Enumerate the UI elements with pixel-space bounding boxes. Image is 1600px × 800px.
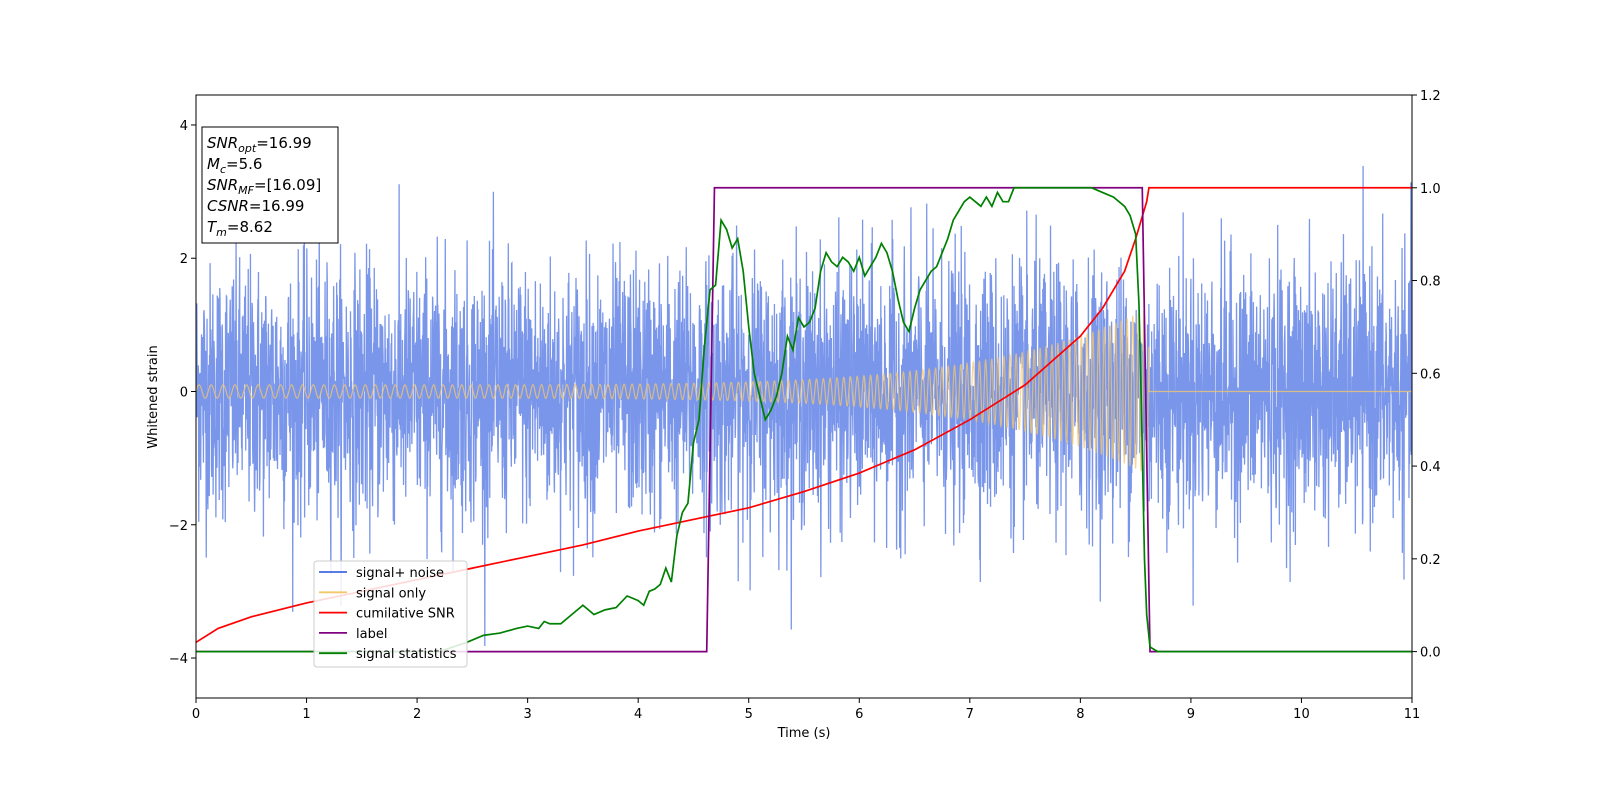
x-tick-label: 3 [523, 707, 531, 722]
y2-tick-label: 0.4 [1420, 460, 1441, 475]
legend-entry: signal statistics [356, 647, 457, 662]
x-axis-label: Time (s) [777, 726, 831, 741]
annotation-line: SNRopt=16.99 [207, 134, 312, 155]
legend-entry: label [356, 627, 387, 642]
x-axis: 0 1 2 3 4 5 6 7 8 9 10 11 [192, 698, 1420, 722]
y2-tick-label: 0.8 [1420, 275, 1441, 290]
y-tick-label: −4 [169, 652, 188, 667]
x-tick-label: 7 [966, 707, 974, 722]
legend-frame [313, 560, 468, 668]
x-tick-label: 8 [1076, 707, 1084, 722]
annotation-line: Mc=5.6 [207, 155, 262, 176]
x-tick-label: 10 [1293, 707, 1310, 722]
x-tick-label: 11 [1404, 707, 1421, 722]
y-tick-label: −2 [169, 519, 188, 534]
y2-tick-label: 1.0 [1420, 182, 1441, 197]
annotation-line: SNRMF=[16.09] [207, 176, 321, 197]
legend-entry: signal+ noise [356, 566, 444, 581]
x-tick-label: 2 [413, 707, 421, 722]
series-signal-only [196, 310, 1412, 474]
y-tick-label: 4 [180, 119, 188, 134]
annotation-frame [201, 126, 339, 244]
y-axis-label: Whitened strain [146, 345, 161, 448]
legend: signal+ noise signal only cumilative SNR la… [313, 560, 468, 668]
x-tick-label: 4 [634, 707, 642, 722]
x-tick-label: 0 [192, 707, 200, 722]
annotation-box: SNRopt=16.99Mc=5.6SNRMF=[16.09]CSNR=16.9… [201, 126, 339, 244]
legend-entry: cumilative SNR [356, 607, 455, 622]
y2-tick-label: 1.2 [1420, 89, 1441, 104]
plot-frame [195, 94, 1413, 699]
x-tick-label: 9 [1187, 707, 1195, 722]
y-tick-label: 0 [180, 386, 188, 401]
series-signal-statistics [196, 186, 1412, 653]
y2-tick-label: 0.2 [1420, 553, 1441, 568]
legend-entry: signal only [356, 586, 426, 601]
y-axis-right: 1.2 1.0 0.8 0.6 0.4 0.2 0.0 [1412, 89, 1441, 661]
y2-tick-label: 0.0 [1420, 646, 1441, 661]
y-tick-label: 2 [180, 252, 188, 267]
y2-tick-label: 0.6 [1420, 367, 1441, 382]
x-tick-label: 1 [302, 707, 310, 722]
x-tick-label: 6 [855, 707, 863, 722]
annotation-line: Tm=8.62 [207, 218, 273, 239]
annotation-line: CSNR=16.99 [207, 197, 304, 215]
series-signal-noise [196, 165, 1412, 647]
x-tick-label: 5 [745, 707, 753, 722]
y-axis-left: 4 2 0 −2 −4 [169, 119, 196, 667]
